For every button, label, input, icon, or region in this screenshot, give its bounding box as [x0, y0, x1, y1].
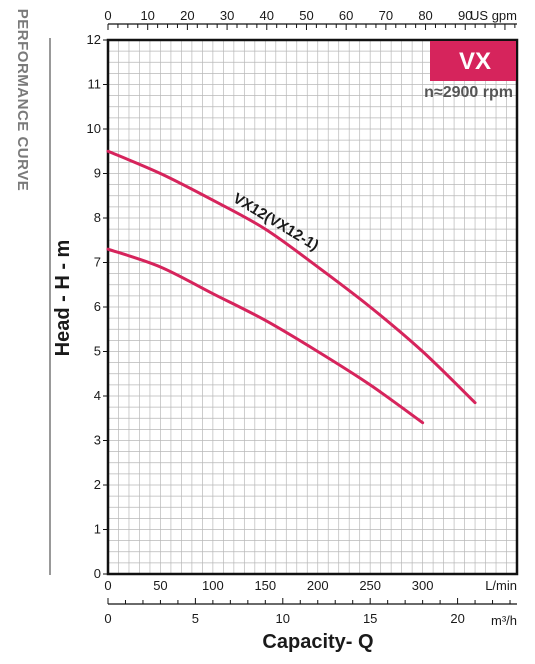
y-tick-label: 6 [94, 299, 101, 314]
y-tick-label: 10 [87, 121, 101, 136]
x-unit-label: L/min [485, 578, 517, 593]
top-axis-tick-label: 40 [260, 8, 274, 23]
y-tick-label: 0 [94, 566, 101, 581]
top-axis-tick-label: 90 [458, 8, 472, 23]
top-axis-unit-label: US gpm [470, 8, 517, 23]
y-tick-label: 12 [87, 32, 101, 47]
series [106, 149, 477, 425]
top-axis-tick-label: 50 [299, 8, 313, 23]
bottom-axis-unit-label: m³/h [491, 613, 517, 628]
y-tick-label: 7 [94, 255, 101, 270]
y-tick-label: 11 [88, 77, 102, 92]
bottom-axis-tick-label: 5 [192, 611, 199, 626]
top-axis-tick-label: 10 [140, 8, 154, 23]
top-axis-tick-label: 70 [379, 8, 393, 23]
bottom-axis-tick-label: 10 [276, 611, 290, 626]
model-badge-label: VX [459, 48, 491, 75]
top-axis-tick-label: 80 [418, 8, 432, 23]
model-badge [430, 41, 516, 81]
bottom-axis-tick-label: 15 [363, 611, 377, 626]
bottom-axis-tick-label: 20 [450, 611, 464, 626]
y-tick-label: 8 [94, 210, 101, 225]
top-axis-tick-label: 30 [220, 8, 234, 23]
performance-curve-title: PERFORMANCE CURVE [14, 9, 31, 191]
speed-label: n≈2900 rpm [424, 84, 513, 101]
bottom-axis-tick-label: 0 [104, 611, 111, 626]
y-tick-label: 9 [94, 166, 101, 181]
x-axis-title: Capacity- Q [262, 631, 373, 653]
top-axis-tick-label: 60 [339, 8, 353, 23]
x-tick-label: 250 [359, 578, 381, 593]
x-tick-label: 50 [153, 578, 167, 593]
top-axis-tick-label: 0 [104, 8, 111, 23]
grid [107, 39, 518, 575]
series-line-1 [106, 149, 477, 405]
y-tick-label: 5 [94, 344, 101, 359]
x-tick-label: 100 [202, 578, 224, 593]
series-line-2 [106, 247, 425, 425]
y-tick-label: 4 [94, 388, 101, 403]
x-tick-label: 150 [254, 578, 276, 593]
y-tick-label: 3 [94, 433, 101, 448]
y-tick-label: 2 [94, 477, 101, 492]
x-tick-label: 300 [412, 578, 434, 593]
y-tick-label: 1 [94, 522, 101, 537]
x-tick-label: 0 [104, 578, 111, 593]
y-axis-title: Head - H - m [52, 240, 74, 357]
x-tick-label: 200 [307, 578, 329, 593]
top-axis-tick-label: 20 [180, 8, 194, 23]
